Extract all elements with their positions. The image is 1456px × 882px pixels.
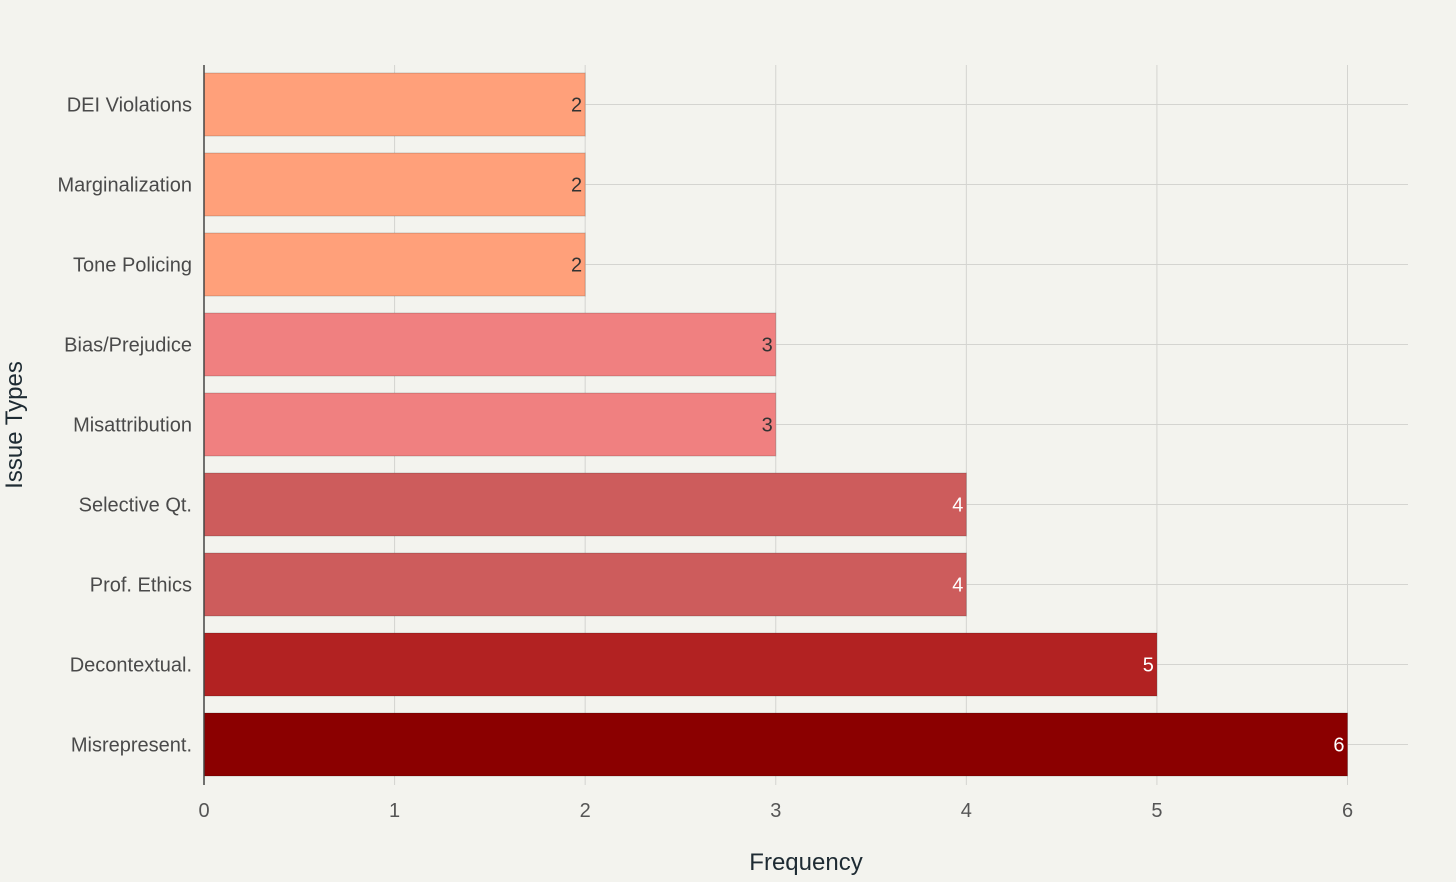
category-label: Marginalization [57,175,192,197]
bar-value-label: 5 [1143,655,1154,677]
bar [203,312,777,377]
bar [203,232,586,297]
x-axis-title: Frequency [749,849,862,876]
x-tick-label: 3 [770,800,781,822]
x-tick-label: 2 [580,800,591,822]
bar-value-label: 4 [952,575,963,597]
bar-value-label: 2 [571,175,582,197]
bar [203,552,967,617]
bar [203,72,586,137]
bar-value-label: 3 [762,335,773,357]
bar [203,472,967,537]
bar-value-label: 3 [762,415,773,437]
category-label: Tone Policing [73,255,192,277]
category-label: Misattribution [73,415,192,437]
x-tick-label: 0 [198,800,209,822]
labels: 0 1 2 3 4 5 6 6 Misrepresent. 5 Decontextual. 4 Prof… [57,95,1353,823]
bar [203,152,586,217]
bar-value-label: 2 [571,95,582,117]
category-label: Misrepresent. [71,735,192,757]
bar [203,392,777,457]
bar [203,712,1348,777]
category-label: Prof. Ethics [90,575,192,597]
category-label: Decontextual. [70,655,192,677]
bar [203,632,1158,697]
y-axis-title: Issue Types [1,361,28,489]
x-tick-label: 1 [389,800,400,822]
bar-value-label: 6 [1333,735,1344,757]
x-tick-label: 6 [1342,800,1353,822]
x-tick-label: 5 [1151,800,1162,822]
category-label: DEI Violations [67,95,192,117]
category-label: Bias/Prejudice [64,335,192,357]
category-label: Selective Qt. [79,495,192,517]
x-tick-label: 4 [961,800,972,822]
bars [203,72,1348,777]
bar-value-label: 2 [571,255,582,277]
bar-value-label: 4 [952,495,963,517]
